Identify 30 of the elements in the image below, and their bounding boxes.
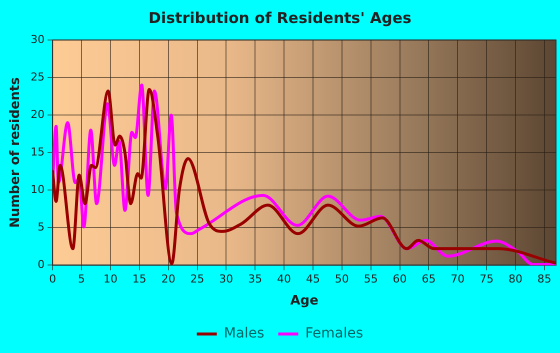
y-tick-label: 15 bbox=[30, 145, 45, 158]
x-tick-label: 85 bbox=[537, 272, 552, 286]
chart-title: Distribution of Residents' Ages bbox=[148, 8, 412, 27]
x-axis-title: Age bbox=[290, 294, 319, 309]
x-tick-label: 50 bbox=[334, 272, 349, 286]
x-tick-label: 60 bbox=[392, 272, 407, 286]
x-tick-label: 35 bbox=[248, 272, 262, 286]
x-tick-label: 75 bbox=[480, 272, 494, 286]
y-axis-title: Number of residents bbox=[8, 77, 24, 228]
x-tick-label: 80 bbox=[508, 272, 522, 286]
x-tick-label: 10 bbox=[103, 272, 118, 286]
x-tick-label: 65 bbox=[422, 272, 436, 286]
y-tick-label: 5 bbox=[38, 220, 45, 234]
x-tick-label: 40 bbox=[277, 272, 292, 286]
x-tick-label: 20 bbox=[161, 272, 176, 286]
x-tick-label: 55 bbox=[364, 272, 378, 286]
y-tick-label: 30 bbox=[30, 32, 45, 46]
x-tick-label: 30 bbox=[219, 272, 234, 286]
legend-label: Females bbox=[305, 326, 364, 342]
x-tick-label: 25 bbox=[190, 272, 204, 286]
legend-label: Males bbox=[224, 326, 264, 342]
y-tick-label: 25 bbox=[30, 70, 45, 84]
x-tick-label: 45 bbox=[306, 272, 320, 286]
x-tick-label: 15 bbox=[132, 272, 146, 286]
x-tick-label: 5 bbox=[78, 272, 86, 286]
x-tick-label: 70 bbox=[450, 272, 465, 286]
y-tick-label: 0 bbox=[38, 258, 45, 272]
y-tick-label: 10 bbox=[30, 182, 45, 196]
x-tick-label: 0 bbox=[49, 272, 56, 286]
y-tick-label: 20 bbox=[30, 108, 45, 121]
